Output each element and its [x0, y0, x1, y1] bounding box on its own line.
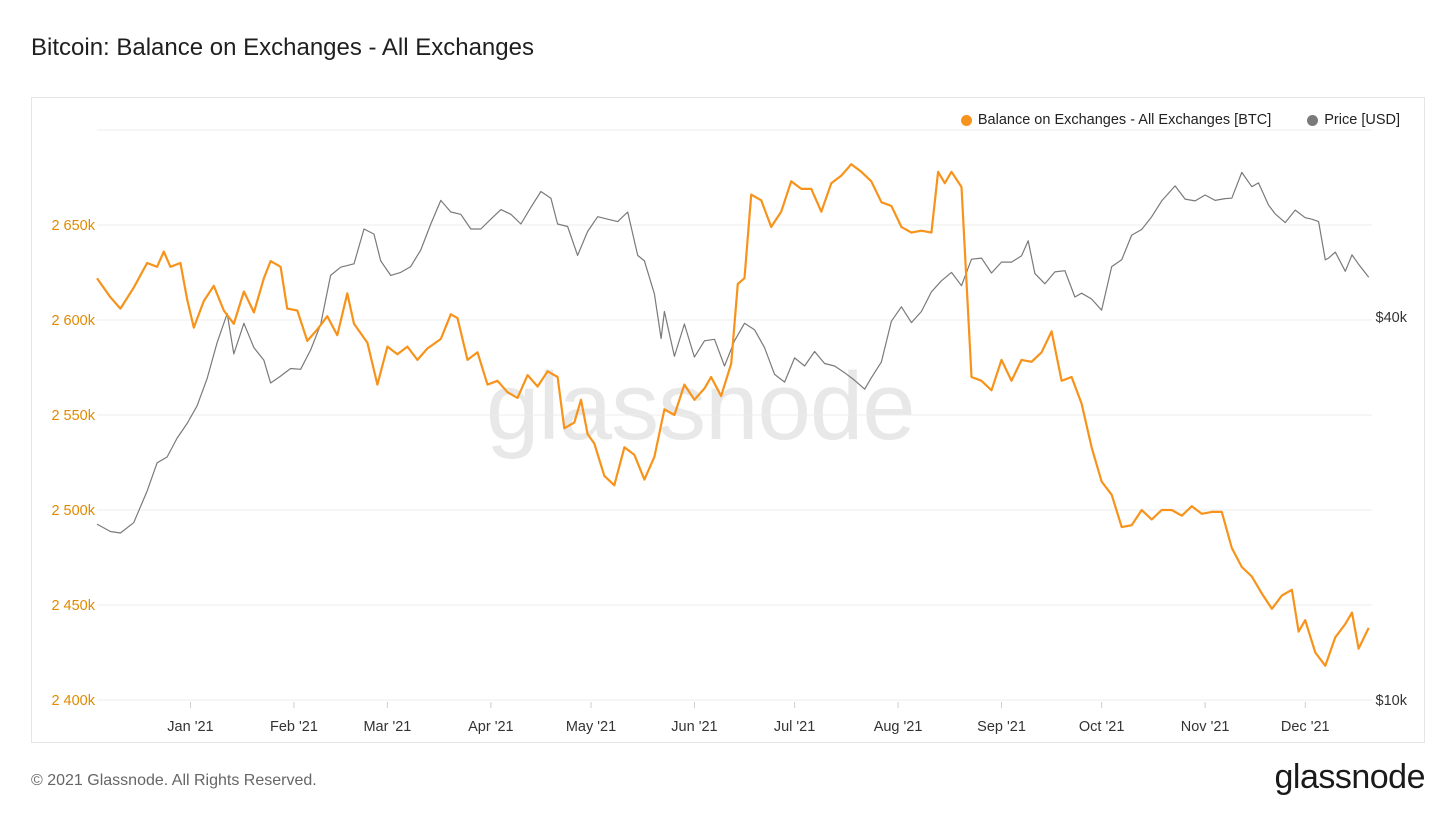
- x-tick-label: Jul '21: [774, 719, 815, 735]
- glassnode-logo[interactable]: glassnode: [1274, 758, 1425, 796]
- x-tick-label: Mar '21: [363, 719, 411, 735]
- legend-item-price[interactable]: Price [USD]: [1307, 112, 1400, 128]
- legend-dot-price: [1307, 114, 1319, 126]
- y-left-tick-label: 2 500k: [51, 503, 95, 519]
- x-tick-label: Apr '21: [468, 719, 514, 735]
- axes: 2 400k 2 450k 2 500k 2 550k 2 600k 2 650k $10k…: [51, 218, 1407, 735]
- legend-label-price: Price [USD]: [1324, 112, 1400, 128]
- x-tick-label: Sep '21: [977, 719, 1026, 735]
- gridlines: [97, 129, 1372, 701]
- x-tick-label: Nov '21: [1181, 719, 1230, 735]
- chart-area: [31, 97, 1425, 743]
- x-tick-label: Jun '21: [671, 719, 717, 735]
- watermark-glassnode: glassnode: [486, 353, 916, 460]
- legend-label-balance: Balance on Exchanges - All Exchanges [BT…: [977, 112, 1272, 128]
- x-tick-label: Dec '21: [1281, 719, 1330, 735]
- y-right-tick-label: $10k: [1376, 693, 1408, 709]
- y-left-tick-label: 2 650k: [51, 218, 95, 234]
- x-tick-label: May '21: [566, 719, 616, 735]
- y-left-tick-label: 2 450k: [51, 598, 95, 614]
- y-right-tick-label: $40k: [1376, 310, 1408, 326]
- y-left-tick-label: 2 550k: [51, 408, 95, 424]
- balance-on-exchanges-line: [96, 163, 1370, 667]
- x-tick-label: Aug '21: [874, 719, 923, 735]
- price-usd-line: [96, 171, 1370, 534]
- copyright-text: © 2021 Glassnode. All Rights Reserved.: [31, 772, 317, 789]
- legend-dot-balance: [960, 114, 972, 126]
- y-left-tick-label: 2 600k: [51, 313, 95, 329]
- legend-item-balance[interactable]: Balance on Exchanges - All Exchanges [BT…: [960, 112, 1272, 128]
- x-tick-label: Jan '21: [167, 719, 213, 735]
- series-lines: [96, 163, 1370, 667]
- x-tick-label: Feb '21: [270, 719, 318, 735]
- chart-title: Bitcoin: Balance on Exchanges - All Exch…: [31, 34, 534, 61]
- y-left-tick-label: 2 400k: [51, 693, 95, 709]
- chart-legend[interactable]: Balance on Exchanges - All Exchanges [BT…: [960, 112, 1400, 128]
- x-tick-label: Oct '21: [1079, 719, 1124, 735]
